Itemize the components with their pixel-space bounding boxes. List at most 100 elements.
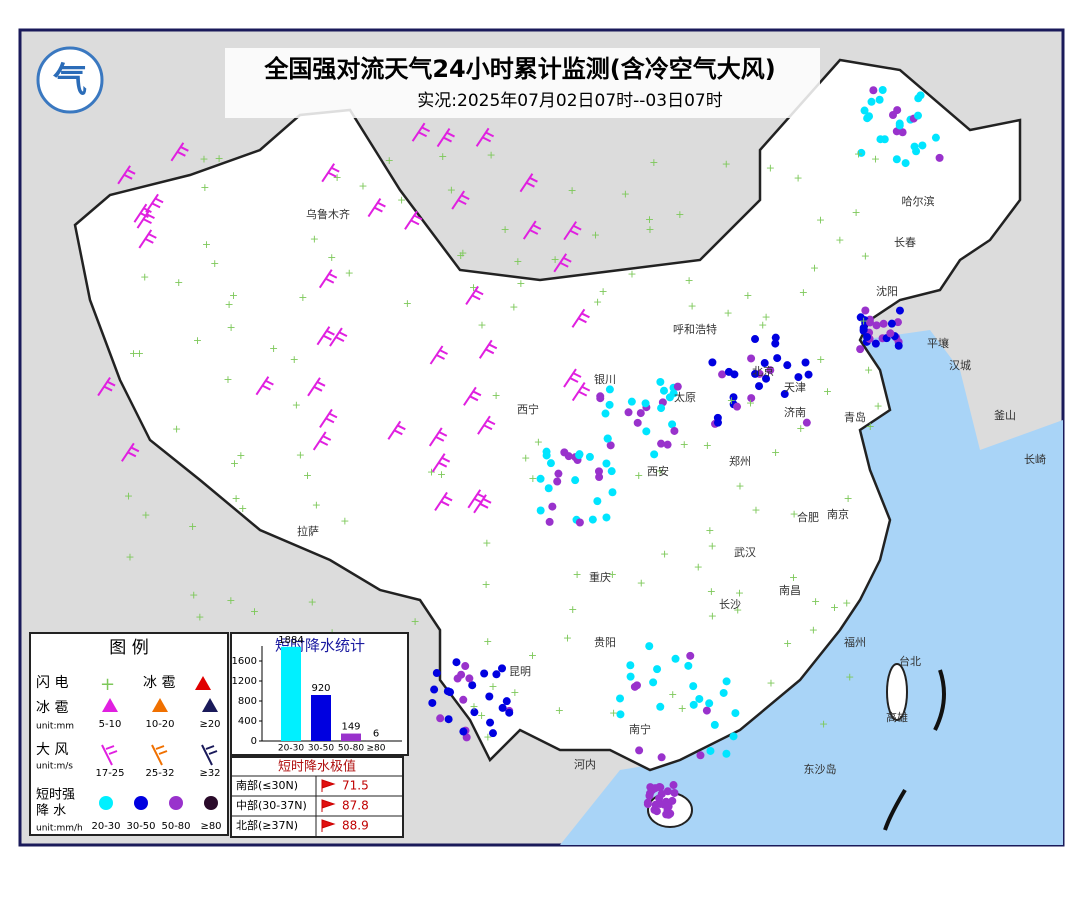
y-tick-label: 800: [238, 696, 257, 707]
lightning-mark: +: [500, 223, 509, 236]
lightning-mark: +: [637, 576, 646, 589]
rain-dot: [454, 675, 462, 683]
region: 南部(≤30N): [236, 778, 298, 792]
lightning-mark: +: [678, 702, 687, 715]
rain-dot: [730, 732, 738, 740]
lightning-mark: +: [816, 213, 825, 226]
lightning-mark: +: [874, 399, 883, 412]
lightning-mark: +: [250, 605, 259, 618]
rain-dot: [653, 807, 661, 815]
rain-dot: [653, 665, 661, 673]
rain-dot: [703, 707, 711, 715]
lightning-mark: +: [199, 153, 208, 166]
rain-dot: [865, 112, 873, 120]
legend-text: unit:m/s: [36, 762, 73, 772]
city-label: 长春: [894, 236, 916, 249]
value-label: 920: [311, 683, 330, 694]
lightning-mark: +: [703, 439, 712, 452]
rain-dot: [595, 473, 603, 481]
rain-dot: [893, 106, 901, 114]
lightning-mark: +: [189, 589, 198, 602]
rain-dot: [706, 747, 714, 755]
lightning-mark: +: [308, 596, 317, 609]
lightning-mark: +: [210, 257, 219, 270]
rain-dot: [553, 477, 561, 485]
lightning-mark: +: [385, 154, 394, 167]
rain-dot: [718, 370, 726, 378]
rain-dot: [575, 451, 583, 459]
rain-dot: [669, 781, 677, 789]
lightning-mark: +: [141, 508, 150, 521]
lightning-mark: +: [861, 250, 870, 263]
rain-dot: [708, 358, 716, 366]
lightning-mark: +: [627, 268, 636, 281]
rain-dot: [644, 800, 652, 808]
rain-dot: [608, 488, 616, 496]
rain-dot: [642, 427, 650, 435]
lightning-mark: +: [333, 171, 342, 184]
lightning-mark: +: [223, 373, 232, 386]
lightning-mark: +: [482, 578, 491, 591]
lightning-mark: +: [312, 499, 321, 512]
lightning-mark: +: [269, 342, 278, 355]
lightning-mark: +: [510, 686, 519, 699]
rain-dot: [444, 687, 452, 695]
rain-dot: [751, 335, 759, 343]
rain-dot: [686, 652, 694, 660]
rain-dot: [690, 701, 698, 709]
rain-dot: [802, 358, 810, 366]
lightning-mark: +: [477, 318, 486, 331]
lightning-mark: +: [707, 585, 716, 598]
legend-text: 10-20: [145, 719, 174, 730]
city-label: 釜山: [994, 408, 1016, 422]
lightning-mark: +: [230, 457, 239, 470]
rain-dot: [658, 753, 666, 761]
lightning-mark: +: [591, 229, 600, 242]
lightning-mark: +: [226, 594, 235, 607]
rain-dot: [725, 368, 733, 376]
rain-dot: [705, 699, 713, 707]
lightning-mark: +: [528, 472, 537, 485]
lightning-mark: +: [215, 152, 224, 165]
lightning-mark: +: [796, 422, 805, 435]
lightning-mark: +: [238, 502, 247, 515]
lightning-mark: +: [513, 255, 522, 268]
lightning-mark: +: [810, 261, 819, 274]
rain-dot: [433, 669, 441, 677]
city-label: 太原: [674, 391, 696, 404]
rain-dot: [880, 320, 888, 328]
lightning-mark: +: [844, 492, 853, 505]
rain-dot: [711, 721, 719, 729]
rain-dot: [459, 728, 467, 736]
rain-dot: [936, 154, 944, 162]
rain-dot: [548, 503, 556, 511]
lightning-mark: +: [766, 676, 775, 689]
region: 北部(≥37N): [236, 818, 298, 832]
rain-dot: [642, 399, 650, 407]
rain-dot: [672, 655, 680, 663]
legend-text: 短时强: [36, 788, 75, 803]
rain-dot: [876, 135, 884, 143]
rain-dot: [601, 410, 609, 418]
x-tick-label: 50-80: [338, 744, 364, 754]
city-label: 武汉: [734, 546, 756, 559]
lightning-mark: +: [789, 571, 798, 584]
rain-dot: [655, 783, 663, 791]
legend-text: 17-25: [95, 768, 124, 779]
legend-text: 25-32: [145, 768, 174, 779]
lightning-mark: +: [403, 297, 412, 310]
lightning-mark: +: [483, 731, 492, 744]
rain-dot: [861, 307, 869, 315]
lightning-mark: +: [809, 623, 818, 636]
legend-text: 20-30: [91, 821, 120, 832]
rain-dot: [914, 112, 922, 120]
lightning-mark: +: [411, 615, 420, 628]
rain-dot: [720, 689, 728, 697]
rain-dot: [634, 419, 642, 427]
y-tick-label: 0: [251, 736, 257, 747]
lightning-mark: +: [722, 158, 731, 171]
rain-dot: [696, 751, 704, 759]
legend-text: 大 风: [36, 742, 68, 758]
